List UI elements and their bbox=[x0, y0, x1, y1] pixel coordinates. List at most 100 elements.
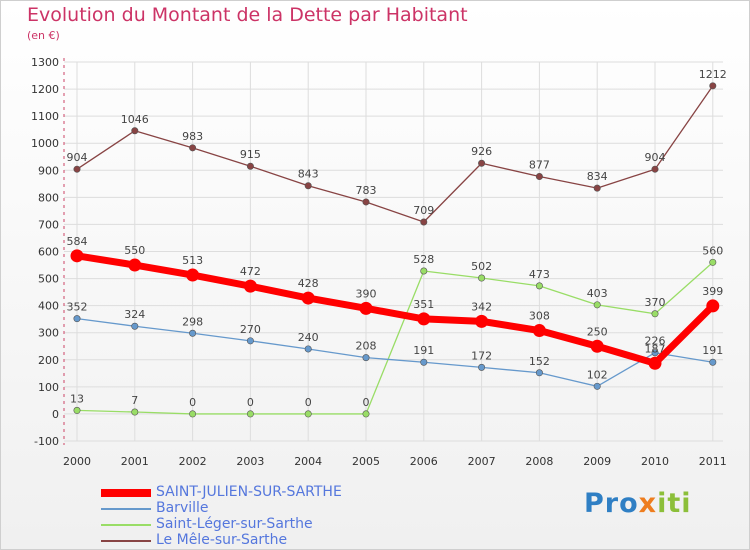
data-label: 172 bbox=[471, 349, 492, 362]
data-point bbox=[362, 410, 370, 418]
data-label: 915 bbox=[240, 148, 261, 161]
data-label: 983 bbox=[182, 130, 203, 143]
y-tick-label: 400 bbox=[38, 300, 59, 313]
x-tick-label: 2001 bbox=[121, 455, 149, 468]
data-point bbox=[651, 349, 659, 357]
data-point bbox=[189, 144, 197, 152]
chart-title: Evolution du Montant de la Dette par Hab… bbox=[27, 4, 468, 26]
data-point bbox=[131, 127, 139, 135]
data-point bbox=[417, 312, 431, 326]
data-point bbox=[532, 324, 546, 338]
data-label: 560 bbox=[702, 244, 723, 257]
data-label: 904 bbox=[67, 151, 88, 164]
data-point bbox=[420, 358, 428, 366]
y-tick-label: 600 bbox=[38, 246, 59, 259]
data-point bbox=[246, 410, 254, 418]
y-tick-label: 0 bbox=[52, 408, 59, 421]
data-point bbox=[304, 410, 312, 418]
y-tick-label: 300 bbox=[38, 327, 59, 340]
data-point bbox=[359, 301, 373, 315]
data-label: 528 bbox=[413, 253, 434, 266]
data-point bbox=[246, 337, 254, 345]
data-point bbox=[593, 301, 601, 309]
x-tick-label: 2011 bbox=[699, 455, 727, 468]
x-tick-label: 2003 bbox=[236, 455, 264, 468]
data-label: 7 bbox=[131, 394, 138, 407]
logo-part: Pro bbox=[584, 488, 639, 519]
y-tick-label: 1000 bbox=[31, 137, 59, 150]
data-label: 187 bbox=[645, 342, 666, 355]
data-point bbox=[189, 410, 197, 418]
y-tick-label: 700 bbox=[38, 218, 59, 231]
legend: SAINT-JULIEN-SUR-SARTHE Barville Saint-L… bbox=[101, 484, 401, 549]
x-tick-label: 2008 bbox=[525, 455, 553, 468]
data-point bbox=[131, 408, 139, 416]
data-point bbox=[651, 310, 659, 318]
data-label: 0 bbox=[305, 396, 312, 409]
data-point bbox=[709, 82, 717, 90]
x-tick-label: 2002 bbox=[179, 455, 207, 468]
data-point bbox=[301, 291, 315, 305]
data-label: 324 bbox=[124, 308, 145, 321]
data-label: 270 bbox=[240, 323, 261, 336]
y-tick-label: 1200 bbox=[31, 83, 59, 96]
x-tick-label: 2010 bbox=[641, 455, 669, 468]
data-label: 513 bbox=[182, 254, 203, 267]
data-label: 298 bbox=[182, 315, 203, 328]
data-point bbox=[709, 258, 717, 266]
data-label: 102 bbox=[587, 368, 608, 381]
legend-item: SAINT-JULIEN-SUR-SARTHE bbox=[101, 484, 401, 501]
data-point bbox=[128, 258, 142, 272]
data-point bbox=[593, 184, 601, 192]
data-label: 550 bbox=[124, 244, 145, 257]
data-label: 428 bbox=[298, 277, 319, 290]
legend-swatch bbox=[101, 489, 151, 497]
y-tick-label: 1300 bbox=[31, 56, 59, 69]
logo-part: x bbox=[638, 488, 658, 519]
data-label: 13 bbox=[70, 392, 84, 405]
data-point bbox=[535, 282, 543, 290]
y-tick-label: 200 bbox=[38, 354, 59, 367]
data-label: 308 bbox=[529, 310, 550, 323]
data-point bbox=[420, 267, 428, 275]
series-line bbox=[76, 261, 714, 415]
data-point bbox=[73, 165, 81, 173]
data-label: 0 bbox=[363, 396, 370, 409]
data-point bbox=[73, 315, 81, 323]
data-label: 473 bbox=[529, 268, 550, 281]
data-point bbox=[304, 345, 312, 353]
data-label: 191 bbox=[413, 344, 434, 357]
data-label: 783 bbox=[356, 184, 377, 197]
data-point bbox=[362, 198, 370, 206]
data-label: 926 bbox=[471, 145, 492, 158]
data-label: 834 bbox=[587, 170, 608, 183]
y-tick-label: 800 bbox=[38, 191, 59, 204]
data-label: 240 bbox=[298, 331, 319, 344]
data-point bbox=[478, 159, 486, 167]
x-tick-label: 2000 bbox=[63, 455, 91, 468]
y-tick-label: 100 bbox=[38, 381, 59, 394]
data-point bbox=[246, 162, 254, 170]
chart-unit: (en €) bbox=[27, 29, 60, 42]
data-point bbox=[590, 339, 604, 353]
data-point bbox=[189, 329, 197, 337]
data-label: 403 bbox=[587, 287, 608, 300]
legend-swatch bbox=[101, 508, 151, 510]
data-point bbox=[131, 322, 139, 330]
data-point bbox=[593, 382, 601, 390]
data-label: 0 bbox=[247, 396, 254, 409]
data-point bbox=[648, 356, 662, 370]
data-point bbox=[73, 406, 81, 414]
x-tick-label: 2005 bbox=[352, 455, 380, 468]
data-point bbox=[243, 279, 257, 293]
data-label: 904 bbox=[645, 151, 666, 164]
data-label: 390 bbox=[356, 287, 377, 300]
data-label: 877 bbox=[529, 159, 550, 172]
series-line bbox=[76, 317, 714, 387]
data-label: 370 bbox=[645, 296, 666, 309]
data-point bbox=[362, 354, 370, 362]
data-point bbox=[420, 218, 428, 226]
data-label: 472 bbox=[240, 265, 261, 278]
x-tick-label: 2006 bbox=[410, 455, 438, 468]
